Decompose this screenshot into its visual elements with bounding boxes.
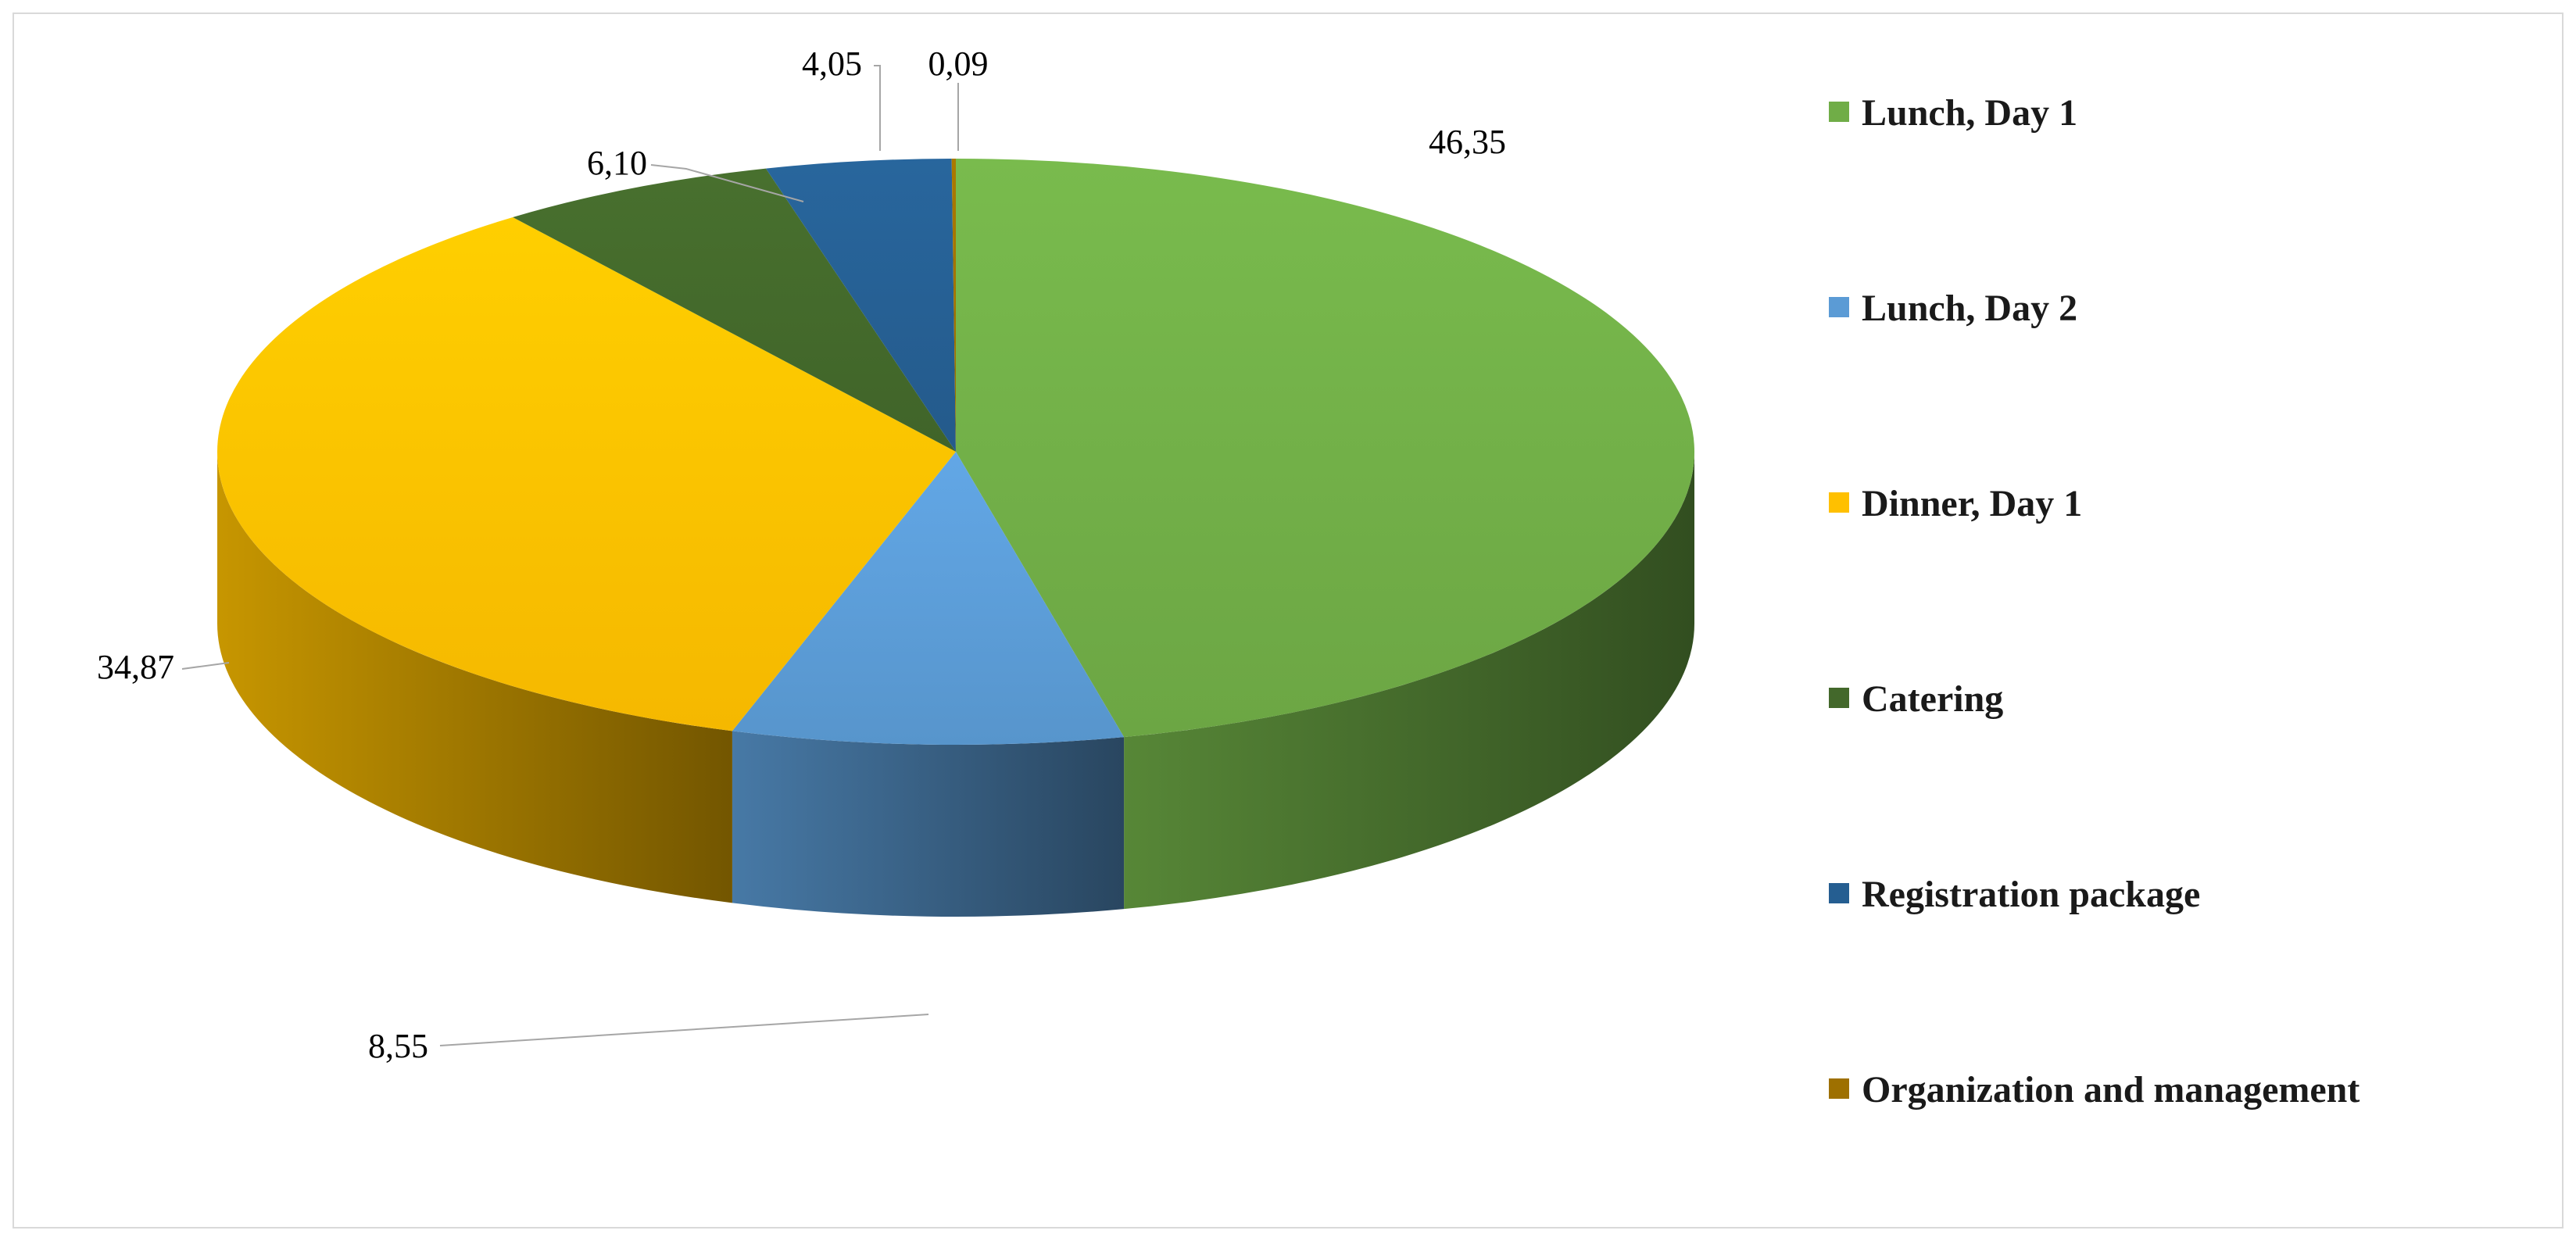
legend-label-lunch-day-2: Lunch, Day 2	[1862, 288, 2077, 329]
data-label-lunch-day-2: 8,55	[368, 1027, 428, 1065]
leader-line-catering	[650, 164, 804, 202]
legend-swatch-organization-and-management	[1829, 1078, 1849, 1099]
pie-slice-organization-and-management	[951, 159, 956, 452]
legend-swatch-registration-package	[1829, 883, 1849, 903]
legend: Lunch, Day 1 Lunch, Day 2 Dinner, Day 1 Cat…	[1829, 92, 2360, 1110]
pie-sides	[217, 452, 1694, 917]
legend-label-organization-and-management: Organization and management	[1862, 1069, 2360, 1110]
leader-line-registration-package	[874, 65, 881, 151]
leader-lines	[181, 65, 959, 1046]
pie-slice-lunch-day-2	[732, 452, 1125, 746]
legend-label-catering: Catering	[1862, 678, 2003, 720]
data-label-lunch-day-1: 46,35	[1429, 123, 1506, 161]
data-label-registration-package: 4,05	[802, 45, 862, 83]
legend-label-lunch-day-1: Lunch, Day 1	[1862, 92, 2077, 134]
pie-side-dinner-day-1	[217, 452, 732, 903]
leader-line-lunch-day-2	[439, 1014, 929, 1046]
data-labels: 46,35 8,55 34,87 6,10 4,05 0,09	[97, 45, 1506, 1065]
leader-line-dinner-day-1	[181, 662, 230, 670]
pie-side-lunch-day-1	[1124, 452, 1694, 910]
pie-slice-lunch-day-1	[956, 159, 1694, 738]
pie-slice-catering	[513, 168, 956, 452]
pie-tops	[217, 159, 1694, 746]
legend-swatch-lunch-day-2	[1829, 297, 1849, 317]
legend-label-dinner-day-1: Dinner, Day 1	[1862, 483, 2082, 524]
legend-swatch-catering	[1829, 688, 1849, 708]
legend-swatch-lunch-day-1	[1829, 102, 1849, 122]
legend-label-registration-package: Registration package	[1862, 874, 2200, 915]
data-label-organization-and-management: 0,09	[928, 45, 989, 83]
pie-slice-registration-package	[765, 159, 956, 452]
data-label-dinner-day-1: 34,87	[97, 648, 174, 686]
pie-slice-dinner-day-1	[217, 216, 956, 731]
pie-side-lunch-day-2	[732, 731, 1125, 917]
data-label-catering: 6,10	[587, 144, 647, 182]
legend-swatch-dinner-day-1	[1829, 492, 1849, 513]
